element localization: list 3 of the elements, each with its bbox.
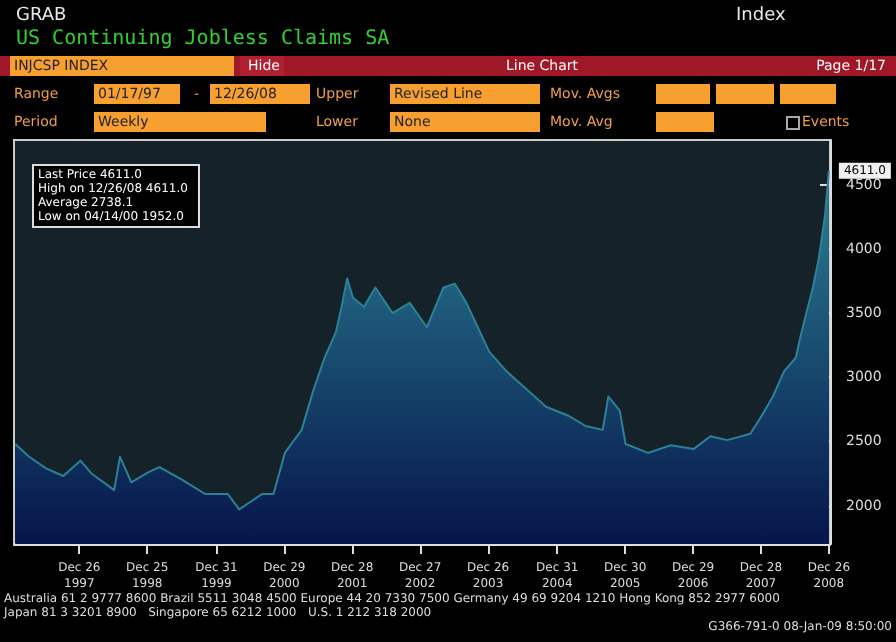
text: Index — [736, 6, 786, 26]
text: GRAB — [16, 6, 67, 26]
chart-title: US Continuing Jobless Claims SA — [16, 28, 390, 50]
